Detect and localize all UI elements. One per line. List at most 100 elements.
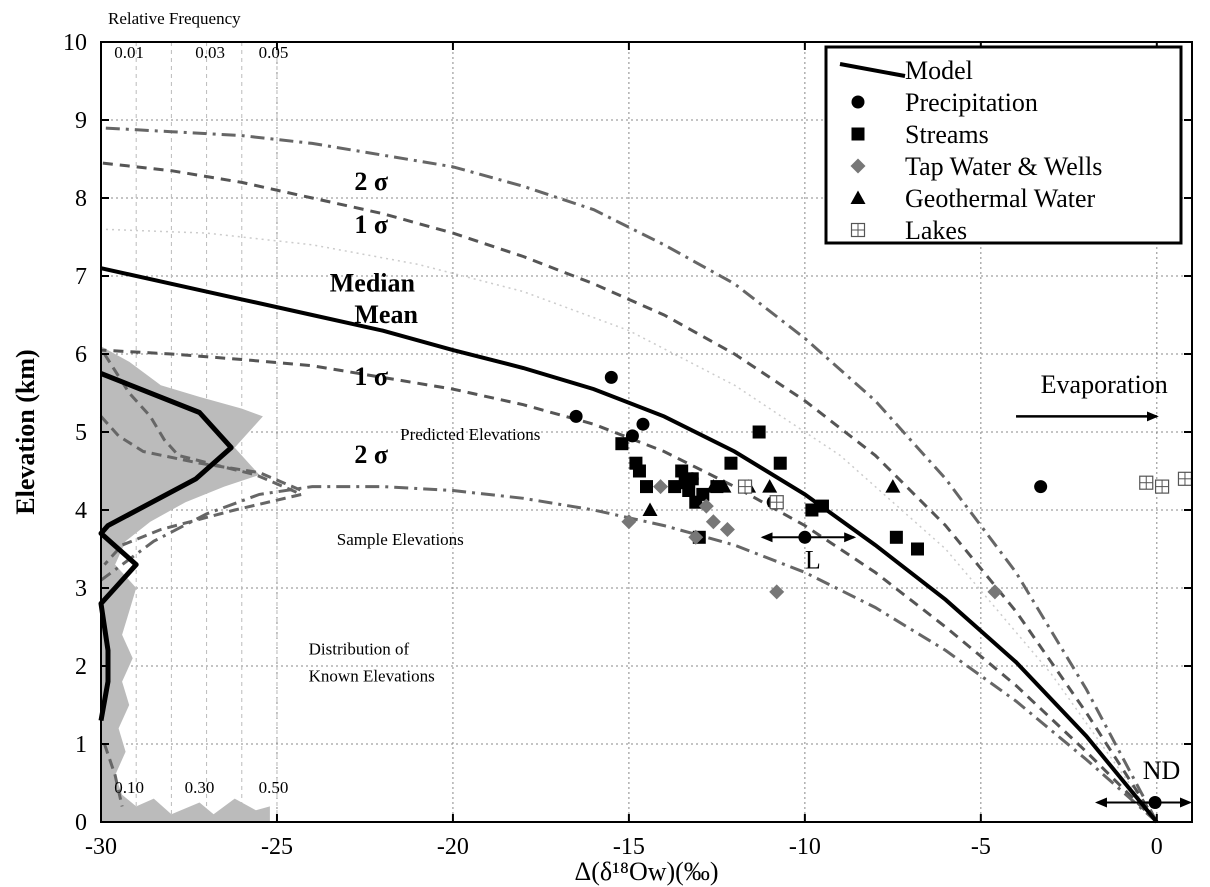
data-point-boxed-plus [1139,475,1154,490]
sigma1-upper-curve [100,161,1159,823]
y-tick-label: 2 [75,654,87,680]
legend: Model Precipitation Streams Tap Water & Wel… [824,45,1183,245]
x-tick-label: -10 [789,834,821,860]
annotation-label: 1 σ [354,362,388,391]
legend-marker-diamond [850,158,866,174]
x-tick-label: 0 [1151,834,1163,860]
y-tick-label: 4 [75,498,87,524]
x-tick-label: -5 [971,834,991,860]
frequency-tick-label-top: 0.05 [259,43,289,62]
data-point-triangle [762,479,778,493]
data-point-square [910,542,924,556]
legend-label: Model [905,56,973,85]
legend-marker-boxed-plus [850,222,866,238]
x-tick-label: -15 [613,834,645,860]
model-curves [98,126,1159,824]
data-point-square [805,503,819,517]
data-point-diamond [688,529,704,545]
data-point-square [815,499,829,513]
data-point-diamond [653,479,669,495]
data-points [569,370,1193,809]
model-curve [100,266,1159,824]
legend-label: Streams [905,120,989,149]
data-point-square [675,464,689,478]
legend-label: Precipitation [905,88,1038,117]
data-point-square [632,464,646,478]
legend-marker-triangle [850,190,866,204]
data-point-square [685,472,699,486]
annotation-label: Sample Elevations [337,530,464,549]
annotation-label: L [805,546,821,575]
annotation-label: 2 σ [354,167,388,196]
data-point-square [615,437,629,451]
arrows [760,411,1192,808]
y-tick-label: 1 [75,732,87,758]
legend-box [824,45,1183,245]
annotation-label: Median [330,269,416,298]
legend-marker-square [851,127,865,141]
data-point-boxed-plus [769,495,784,510]
frequency-tick-label-bottom: 0.30 [185,778,215,797]
data-point-square [682,484,696,497]
data-point-diamond [621,514,637,530]
data-point-square [696,487,710,501]
data-point-boxed-plus [737,479,753,494]
x-tick-label: -20 [437,834,469,860]
data-point-square [773,456,787,470]
data-point-triangle [705,479,721,493]
frequency-tick-labels: 0.01 0.03 0.05 0.10 0.30 0.50 [114,43,288,797]
sigma1-lower-curve [100,348,1158,824]
data-point-circle [1034,480,1048,494]
legend-line-model [839,62,906,78]
legend-label: Lakes [905,216,967,245]
data-point-circle [604,370,618,384]
annotation-label: Evaporation [1041,370,1168,399]
y-axis-label: Elevation (km) [11,349,40,514]
data-point-diamond [769,584,785,600]
y-tick-label: 8 [75,186,87,212]
data-point-triangle [716,479,732,493]
y-tick-label: 9 [75,108,87,134]
data-point-circle [625,429,639,443]
frequency-tick-label-top: 0.01 [114,43,144,62]
frequency-tick-label-bottom: 0.50 [259,778,289,797]
median-curve [100,228,1158,823]
annotation-label: 2 σ [354,440,388,469]
sample-elevation-curve [98,371,234,722]
frequency-tick-label-bottom: 0.10 [114,778,144,797]
data-point-diamond [987,584,1003,600]
annotation-label: Distribution of [309,639,410,658]
frequency-axis-title: Relative Frequency [108,9,241,28]
data-point-triangle [885,479,901,493]
y-tick-label: 3 [75,576,87,602]
annotation-label: Predicted Elevations [400,425,540,444]
known-elevation-area [101,346,270,822]
annotation-label: 1 σ [354,210,388,239]
data-point-diamond [698,498,714,514]
data-point-boxed-plus [1154,479,1170,494]
y-tick-label: 10 [63,30,87,56]
data-point-triangle [642,502,658,516]
x-tick-label: -30 [85,834,117,860]
x-axis-label-text: Δ(δ¹⁸Ow)(‰) [574,857,718,886]
data-point-circle [569,409,583,423]
data-point-diamond [705,514,721,530]
data-point-square [640,480,653,494]
data-point-square [724,456,738,470]
predicted-elevation-curve-b [99,415,303,492]
legend-label: Tap Water & Wells [905,152,1102,181]
annotation-label: Mean [354,300,418,329]
frequency-tick-label-top: 0.03 [195,43,225,62]
y-tick-label: 6 [75,342,87,368]
legend-label: Geothermal Water [905,184,1096,213]
predicted-elevation-curve [103,353,307,566]
data-point-square [889,530,903,544]
data-point-diamond [719,522,735,537]
annotation-label: Known Elevations [309,667,435,686]
legend-marker-circle [851,95,865,109]
axis-ticks: -30 -25 -20 -15 -10 -5 0 0 1 2 3 4 5 6 7 8 9 10 [63,30,1192,860]
data-point-circle [636,417,650,431]
y-tick-label: 0 [75,810,87,836]
